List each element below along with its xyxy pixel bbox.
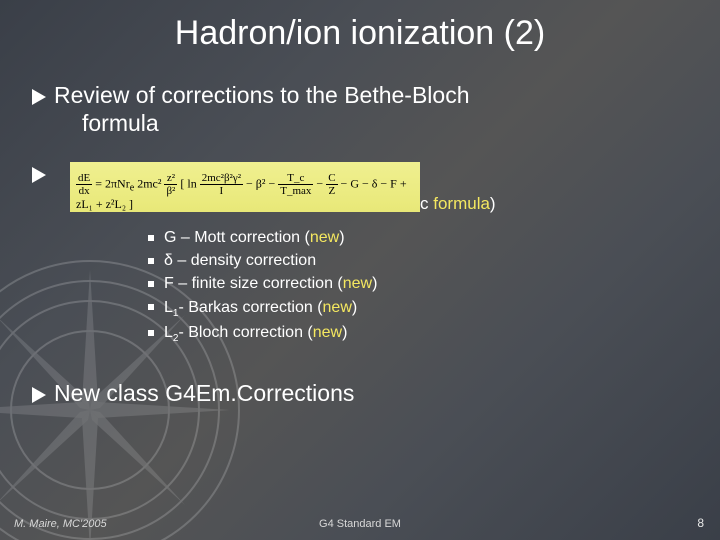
formula-tmax: T_max: [278, 185, 313, 197]
triangle-bullet-icon: [32, 167, 46, 183]
triangle-bullet-icon: [32, 387, 46, 403]
dash: –: [173, 252, 191, 269]
formula-c: C: [326, 172, 337, 185]
list-item: G – Mott correction (new): [148, 226, 377, 249]
square-bullet-icon: [148, 281, 154, 287]
formula-e: e: [130, 183, 134, 194]
dash: –: [176, 229, 194, 246]
bullet-review: Review of corrections to the Bethe-Bloch…: [32, 82, 672, 137]
formula-b2: β²: [164, 185, 177, 197]
formula-eq: = 2πN: [95, 176, 126, 190]
dash: -: [178, 299, 188, 316]
formula-lhs-den: dx: [76, 185, 92, 197]
square-bullet-icon: [148, 330, 154, 336]
tail-yellow: formula: [433, 194, 490, 213]
formula-z2: z²: [164, 172, 177, 185]
new-word: New: [54, 380, 100, 406]
new-tag: new: [343, 275, 372, 292]
text: Mott correction: [194, 229, 300, 246]
formula-ln-den: I: [200, 185, 243, 197]
sym: F: [164, 275, 174, 292]
square-bullet-icon: [148, 258, 154, 264]
new-tag: new: [323, 299, 352, 316]
dash: –: [174, 275, 192, 292]
formula-ln-num: 2mc²β²γ²: [200, 172, 243, 185]
footer-center: G4 Standard EM: [0, 518, 720, 530]
formula-lhs-num: dE: [76, 172, 92, 185]
formula-open: [: [180, 176, 184, 190]
formula-tc: T_c: [278, 172, 313, 185]
dash: -: [178, 324, 188, 341]
bullet-formula: [32, 160, 54, 188]
text: Barkas correction: [188, 299, 313, 316]
square-bullet-icon: [148, 235, 154, 241]
list-item: L2- Bloch correction (new): [148, 321, 377, 347]
formula-close: ]: [129, 197, 133, 211]
formula-m2: −: [316, 176, 326, 190]
text: Bloch correction: [188, 324, 303, 341]
tail-close: ): [490, 194, 496, 213]
correction-list: G – Mott correction (new) δ – density co…: [148, 226, 377, 347]
triangle-bullet-icon: [32, 89, 46, 105]
formula-box: dEdx = 2πNre 2mc² z²β² [ ln 2mc²β²γ²I − …: [70, 162, 420, 212]
review-word: Review: [54, 82, 129, 108]
formula-tail-text: c formula): [420, 194, 496, 214]
new-tag: new: [310, 229, 339, 246]
footer-page-number: 8: [697, 516, 704, 530]
tail-plain: c: [420, 194, 433, 213]
sym: G: [164, 229, 176, 246]
slide-title: Hadron/ion ionization (2): [0, 14, 720, 53]
square-bullet-icon: [148, 304, 154, 310]
list-item: F – finite size correction (new): [148, 272, 377, 295]
sym: L: [164, 324, 173, 341]
slide: Hadron/ion ionization (2) Review of corr…: [0, 0, 720, 540]
review-line2: formula: [82, 110, 672, 138]
review-rest: of corrections to the Bethe-Bloch: [129, 82, 469, 108]
new-tag: new: [313, 324, 342, 341]
sym: L: [164, 299, 173, 316]
list-item: L1- Barkas correction (new): [148, 296, 377, 322]
bullet-new-class: New class G4Em.Corrections: [32, 380, 354, 408]
sym: δ: [164, 252, 173, 269]
new-rest: class G4Em.Corrections: [100, 380, 354, 406]
list-item: δ – density correction: [148, 249, 377, 272]
formula-m1: − β² −: [246, 176, 278, 190]
formula-ln: ln: [187, 176, 199, 190]
formula-z: Z: [326, 185, 337, 197]
text: finite size correction: [192, 275, 333, 292]
formula-mc2: 2mc²: [137, 176, 161, 190]
text: density correction: [191, 252, 316, 269]
